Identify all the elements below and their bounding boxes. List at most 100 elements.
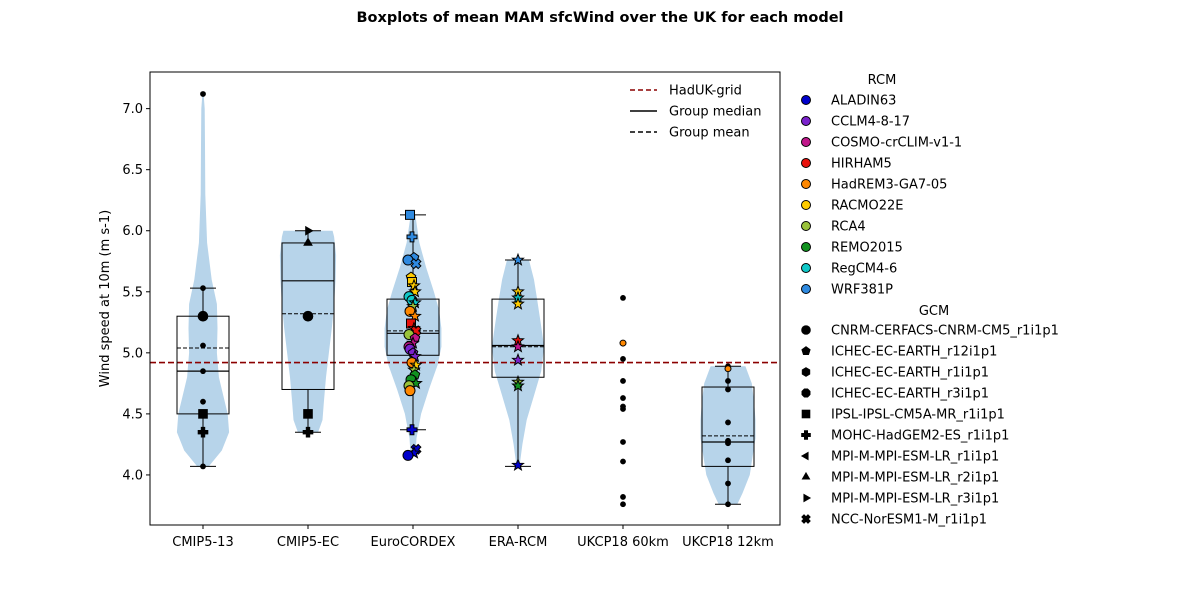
rcm-legend-title: RCM (868, 73, 897, 88)
data-point (408, 284, 422, 298)
gcm-legend-label: ICHEC-EC-EARTH_r12i1p1 (831, 345, 997, 360)
points-ukcp18-12km (724, 363, 732, 508)
data-point (511, 378, 525, 392)
data-point (200, 285, 206, 292)
data-point (620, 294, 626, 301)
cross-shape (410, 258, 422, 270)
rcm-legend-swatch (801, 284, 811, 294)
data-point (725, 378, 731, 384)
violin-ukcp18-12km (700, 366, 756, 505)
gcm-legend-label: MOHC-HadGEM2-ES_r1i1p1 (831, 429, 1009, 444)
gcm-legend-marker (801, 514, 811, 524)
data-point (725, 419, 731, 426)
y-tick-label: 6.0 (122, 224, 143, 239)
data-point (511, 252, 525, 266)
rcm-legend-label: RACMO22E (831, 199, 903, 214)
data-point (200, 463, 206, 470)
gcm-legend-label: ICHEC-EC-EARTH_r3i1p1 (831, 387, 989, 402)
plot-area (150, 91, 780, 508)
gcm-legend-marker (803, 493, 812, 503)
data-point (620, 395, 626, 401)
data-point (725, 386, 731, 393)
x-tick-label: UKCP18 60km (577, 535, 669, 550)
data-point (620, 494, 626, 500)
rcm-legend-label: RegCM4-6 (831, 262, 897, 277)
data-point (404, 385, 416, 397)
data-point (197, 310, 209, 322)
data-point (402, 449, 414, 461)
data-point (620, 356, 626, 362)
line-legend: HadUK-grid Group median Group mean (630, 84, 761, 141)
data-point (511, 352, 525, 367)
rcm-legend: RCM ALADIN63 CCLM4-8-17 COSMO-crCLIM-v1-1 HI… (801, 73, 962, 298)
rcm-legend-label: HIRHAM5 (831, 157, 892, 172)
rcm-legend-swatch (801, 116, 811, 126)
data-point (302, 426, 314, 438)
plot-frame (149, 71, 781, 526)
y-tick-label: 5.0 (122, 346, 143, 361)
gcm-legend-label: ICHEC-EC-EARTH_r1i1p1 (831, 366, 989, 381)
chart-title: Boxplots of mean MAM sfcWind over the UK… (356, 10, 844, 26)
data-point (200, 342, 206, 349)
gcm-legend-title: GCM (919, 304, 949, 319)
rcm-legend-label: COSMO-crCLIM-v1-1 (831, 136, 962, 151)
rcm-legend-label: ALADIN63 (831, 94, 896, 109)
points-cmip5-ec (302, 225, 314, 438)
data-point (402, 254, 414, 266)
y-tick-label: 4.5 (122, 407, 143, 422)
gcm-legend-label: MPI-M-MPI-ESM-LR_r1i1p1 (831, 450, 999, 465)
gcm-legend: GCM CNRM-CERFACS-CNRM-CM5_r1i1p1 ICHEC-EC-… (800, 304, 1059, 528)
data-point (620, 439, 626, 445)
rcm-legend-swatch (801, 242, 811, 252)
x-tick-label: EuroCORDEX (371, 535, 456, 550)
data-point (303, 409, 313, 419)
y-axis-label: Wind speed at 10m (m s-1) (98, 210, 113, 387)
y-tick-label: 7.0 (122, 102, 143, 117)
gcm-legend-label: IPSL-IPSL-CM5A-MR_r1i1p1 (831, 408, 1005, 423)
data-point (725, 480, 731, 487)
data-point (200, 398, 206, 405)
rcm-legend-swatch (801, 263, 811, 273)
gcm-legend-marker (801, 430, 811, 440)
violin-cmip5-13 (176, 94, 230, 467)
x-axis: CMIP5-13 CMIP5-EC EuroCORDEX ERA-RCM UKCP18 … (172, 525, 774, 550)
rcm-legend-swatch (801, 179, 811, 189)
data-point (619, 339, 627, 347)
y-tick-label: 5.5 (122, 285, 143, 300)
data-point (410, 258, 422, 270)
rcm-legend-label: REMO2015 (831, 241, 903, 256)
gcm-legend-label: NCC-NorESM1-M_r1i1p1 (831, 513, 987, 528)
gcm-legend-marker (801, 325, 811, 335)
data-point (724, 365, 732, 373)
data-point (200, 368, 206, 375)
data-point (620, 378, 626, 384)
y-tick-label: 4.0 (122, 468, 143, 483)
cross-shape (801, 514, 811, 524)
rcm-legend-label: HadREM3-GA7-05 (831, 178, 947, 193)
data-point (409, 357, 423, 371)
violin-era-rcm (491, 260, 545, 467)
points-eurocordex (402, 209, 423, 461)
data-point (620, 458, 626, 465)
gcm-legend-label: CNRM-CERFACS-CNRM-CM5_r1i1p1 (831, 324, 1059, 339)
rcm-legend-label: CCLM4-8-17 (831, 115, 910, 130)
rcm-legend-swatch (801, 95, 811, 105)
y-tick-label: 6.5 (122, 163, 143, 178)
data-point (406, 424, 418, 436)
data-point (725, 501, 731, 508)
x-tick-label: CMIP5-13 (172, 535, 233, 550)
rcm-legend-swatch (801, 158, 811, 168)
data-point (511, 296, 525, 310)
points-cmip5-13 (197, 91, 209, 470)
gcm-legend-marker (801, 346, 811, 355)
data-point (200, 91, 206, 97)
gcm-legend-marker (801, 409, 811, 419)
rcm-legend-swatch (801, 137, 811, 147)
data-point (303, 237, 313, 246)
data-point (302, 310, 314, 322)
line-legend-label: Group median (669, 105, 761, 120)
x-tick-label: ERA-RCM (489, 535, 548, 550)
y-axis: 4.0 4.5 5.0 5.5 6.0 6.5 7.0 (122, 102, 150, 483)
data-point (511, 457, 525, 472)
